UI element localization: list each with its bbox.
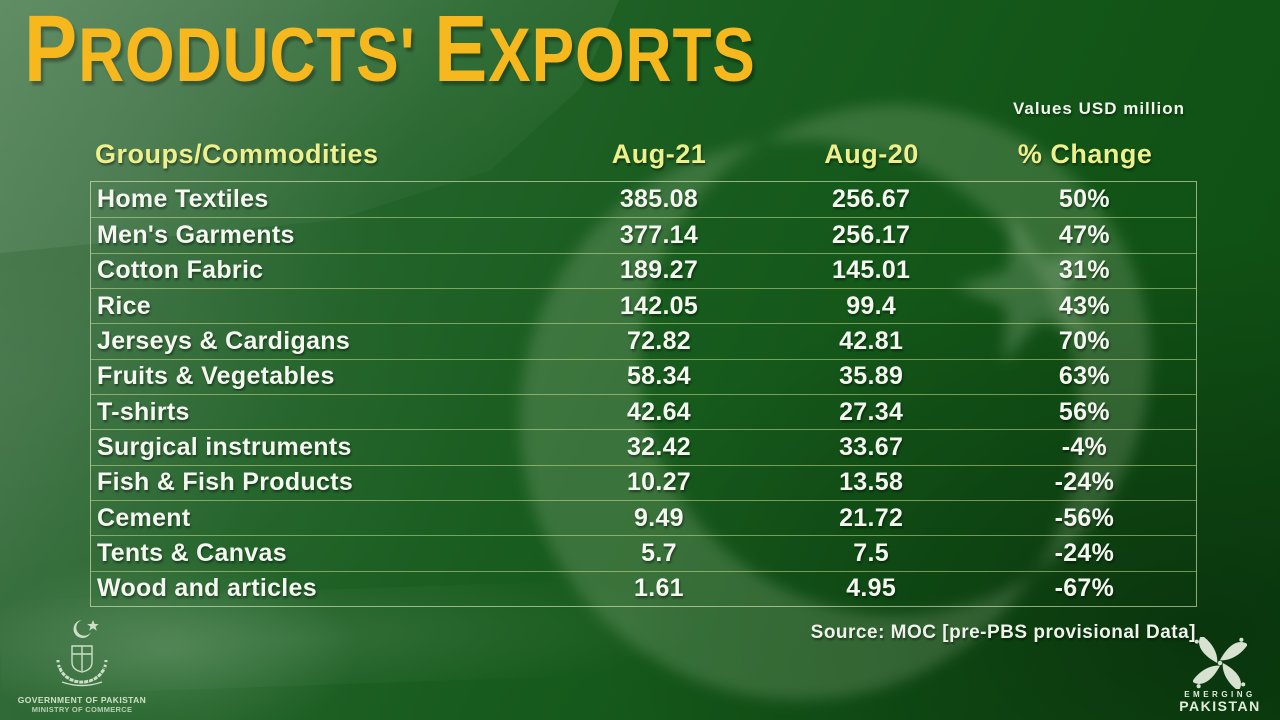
header-groups-commodities: Groups/Commodities xyxy=(95,138,379,169)
aug20-value-cell: 27.34 xyxy=(839,397,904,426)
percent-change-cell: 70% xyxy=(1058,326,1110,355)
aug21-value-cell: 377.14 xyxy=(619,220,699,249)
aug20-value-cell: 256.67 xyxy=(831,185,911,214)
aug20-value-cell: 13.58 xyxy=(839,468,904,497)
table-header-row: Groups/Commodities Aug-21 Aug-20 % Chang… xyxy=(90,133,1197,175)
aug20-value-cell: 33.67 xyxy=(839,432,904,461)
table-row: Jerseys & Cardigans 72.82 42.81 70% xyxy=(91,323,1196,358)
commodity-name-cell: Tents & Canvas xyxy=(97,538,287,567)
commodity-name-cell: Cement xyxy=(97,503,191,532)
exports-table-body: Home Textiles 385.08 256.67 50% Men's Garmen… xyxy=(91,182,1196,606)
percent-change-cell: 50% xyxy=(1058,185,1110,214)
percent-change-cell: -56% xyxy=(1054,503,1115,532)
percent-change-cell: -24% xyxy=(1054,468,1115,497)
table-row: Home Textiles 385.08 256.67 50% xyxy=(91,182,1196,217)
table-row: Fish & Fish Products 10.27 13.58 -24% xyxy=(91,464,1196,500)
aug20-value-cell: 256.17 xyxy=(831,220,911,249)
table-row: Surgical instruments 32.42 33.67 -4% xyxy=(91,429,1196,464)
commodity-name-cell: Surgical instruments xyxy=(97,432,352,461)
title-word-exports: EXPORTS xyxy=(434,0,756,102)
aug21-value-cell: 1.61 xyxy=(634,574,684,603)
source-note: Source: MOC [pre-PBS provisional Data] xyxy=(810,622,1196,643)
commodity-name-cell: Fruits & Vegetables xyxy=(97,362,335,391)
commodity-name-cell: Fish & Fish Products xyxy=(97,468,354,497)
brand-line1: EMERGING xyxy=(1184,690,1256,699)
commodity-name-cell: Wood and articles xyxy=(97,574,317,603)
percent-change-cell: 63% xyxy=(1058,362,1110,391)
government-of-pakistan-logo: GOVERNMENT OF PAKISTAN MINISTRY OF COMME… xyxy=(12,616,152,714)
percent-change-cell: 56% xyxy=(1058,397,1110,426)
aug21-value-cell: 72.82 xyxy=(626,326,691,355)
aug21-value-cell: 9.49 xyxy=(634,503,684,532)
table-row: Cotton Fabric 189.27 145.01 31% xyxy=(91,252,1196,288)
table-row: Cement 9.49 21.72 -56% xyxy=(91,499,1196,535)
commodity-name-cell: Home Textiles xyxy=(97,185,269,214)
aug20-value-cell: 4.95 xyxy=(846,574,897,603)
table-row: Wood and articles 1.61 4.95 -67% xyxy=(91,570,1196,606)
aug21-value-cell: 58.34 xyxy=(626,362,691,391)
aug20-value-cell: 7.5 xyxy=(853,538,889,567)
commodity-name-cell: Cotton Fabric xyxy=(97,256,264,285)
table-row: Tents & Canvas 5.7 7.5 -24% xyxy=(91,535,1196,570)
aug20-value-cell: 145.01 xyxy=(831,256,911,285)
gov-footer-line2: MINISTRY OF COMMERCE xyxy=(31,705,133,714)
aug20-value-cell: 35.89 xyxy=(839,362,904,391)
aug21-value-cell: 42.64 xyxy=(626,397,691,426)
emerging-pakistan-swirl-icon xyxy=(1193,637,1247,689)
percent-change-cell: 47% xyxy=(1058,220,1110,249)
brand-line2: PAKISTAN xyxy=(1179,698,1261,714)
aug20-value-cell: 21.72 xyxy=(839,503,904,532)
header-aug21: Aug-21 xyxy=(611,138,707,169)
exports-table: Home Textiles 385.08 256.67 50% Men's Garmen… xyxy=(90,181,1197,607)
aug21-value-cell: 189.27 xyxy=(619,256,699,285)
commodity-name-cell: Jerseys & Cardigans xyxy=(97,326,351,355)
table-row: Fruits & Vegetables 58.34 35.89 63% xyxy=(91,358,1196,394)
percent-change-cell: 31% xyxy=(1058,256,1110,285)
emerging-pakistan-logo: EMERGING PAKISTAN xyxy=(1170,637,1270,714)
gov-footer-line1: GOVERNMENT OF PAKISTAN xyxy=(17,695,147,705)
pakistan-state-emblem-icon xyxy=(56,620,108,687)
aug21-value-cell: 10.27 xyxy=(626,468,691,497)
table-row: Rice 142.05 99.4 43% xyxy=(91,287,1196,323)
commodity-name-cell: Men's Garments xyxy=(97,220,295,249)
percent-change-cell: 43% xyxy=(1058,291,1110,320)
commodity-name-cell: Rice xyxy=(97,291,152,320)
header-aug20: Aug-20 xyxy=(824,138,919,169)
values-unit-note: Values USD million xyxy=(1013,99,1185,118)
table-row: Men's Garments 377.14 256.17 47% xyxy=(91,217,1196,252)
aug21-value-cell: 142.05 xyxy=(619,291,699,320)
aug21-value-cell: 32.42 xyxy=(626,432,691,461)
header-percent-change: % Change xyxy=(1017,138,1153,169)
percent-change-cell: -67% xyxy=(1054,574,1115,603)
percent-change-cell: -4% xyxy=(1061,432,1108,461)
percent-change-cell: -24% xyxy=(1054,538,1115,567)
aug21-value-cell: 5.7 xyxy=(641,538,677,567)
aug21-value-cell: 385.08 xyxy=(619,185,699,214)
page-title: PRODUCTS' EXPORTS xyxy=(24,2,774,97)
commodity-name-cell: T-shirts xyxy=(97,397,190,426)
title-word-products: PRODUCTS' xyxy=(24,0,416,102)
aug20-value-cell: 99.4 xyxy=(846,291,897,320)
table-row: T-shirts 42.64 27.34 56% xyxy=(91,393,1196,429)
aug20-value-cell: 42.81 xyxy=(839,326,904,355)
